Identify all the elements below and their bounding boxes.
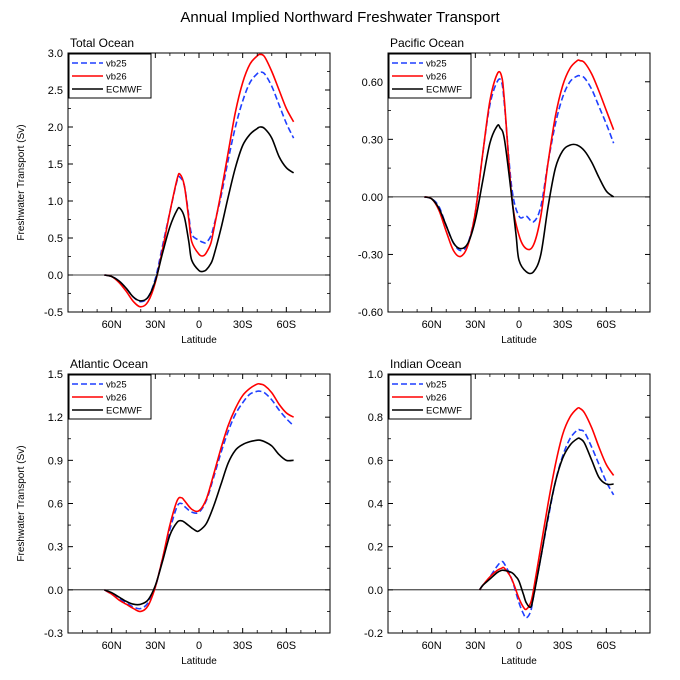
legend-label-ecmwf: ECMWF xyxy=(106,406,142,417)
series-line-vb25 xyxy=(424,74,615,252)
x-tick-label: 60N xyxy=(422,319,442,331)
legend-label-vb25: vb25 xyxy=(426,59,447,70)
x-tick-label: 30S xyxy=(553,640,573,652)
legend-label-vb26: vb26 xyxy=(426,393,447,404)
y-tick-label: 0.5 xyxy=(48,233,63,245)
series-line-ecmwf xyxy=(479,437,614,609)
x-tick-label: 0 xyxy=(516,640,522,652)
x-axis-label: Latitude xyxy=(181,335,217,346)
y-tick-label: 1.5 xyxy=(48,159,63,171)
x-tick-label: 60N xyxy=(102,640,122,652)
y-tick-label: 1.0 xyxy=(48,196,63,208)
panel-title: Pacific Ocean xyxy=(390,36,464,50)
legend: vb25 vb26 ECMWF xyxy=(388,53,472,99)
x-tick-label: 60S xyxy=(277,319,297,331)
panel-title: Total Ocean xyxy=(70,36,134,50)
x-tick-label: 30N xyxy=(145,640,165,652)
x-tick-label: 30S xyxy=(553,319,573,331)
x-tick-label: 60N xyxy=(422,640,442,652)
legend: vb25 vb26 ECMWF xyxy=(388,374,472,420)
x-axis-label: Latitude xyxy=(181,656,217,667)
x-tick-label: 30S xyxy=(233,319,253,331)
legend-label-vb26: vb26 xyxy=(106,72,127,83)
y-tick-label: 2.0 xyxy=(48,122,63,134)
x-axis-label: Latitude xyxy=(501,656,537,667)
y-axis-label: Freshwater Transport (Sv) xyxy=(16,445,27,561)
series-line-ecmwf xyxy=(104,126,295,302)
y-tick-label: 1.0 xyxy=(368,369,383,381)
panel-title: Indian Ocean xyxy=(390,357,461,371)
y-tick-label: 0.0 xyxy=(368,585,383,597)
x-tick-label: 30S xyxy=(233,640,253,652)
y-tick-label: -0.5 xyxy=(44,307,63,319)
y-tick-label: 0.8 xyxy=(368,412,383,424)
y-tick-label: 0.6 xyxy=(48,499,63,511)
figure-title: Annual Implied Northward Freshwater Tran… xyxy=(180,9,500,26)
x-tick-label: 60N xyxy=(102,319,122,331)
x-tick-label: 0 xyxy=(196,319,202,331)
legend-label-vb25: vb25 xyxy=(106,59,127,70)
legend-label-vb25: vb25 xyxy=(106,380,127,391)
y-tick-label: 1.2 xyxy=(48,412,63,424)
y-tick-label: 0.30 xyxy=(362,134,383,146)
x-tick-label: 60S xyxy=(597,640,617,652)
y-tick-label: 2.5 xyxy=(48,85,63,97)
y-tick-label: 0.0 xyxy=(48,585,63,597)
y-axis-label: Freshwater Transport (Sv) xyxy=(16,124,27,240)
panel-title: Atlantic Ocean xyxy=(70,357,148,371)
y-tick-label: -0.30 xyxy=(358,249,383,261)
y-tick-label: 0.3 xyxy=(48,542,63,554)
x-tick-label: 60S xyxy=(277,640,297,652)
legend: vb25 vb26 ECMWF xyxy=(68,374,152,420)
y-tick-label: 3.0 xyxy=(48,48,63,60)
chart-panel-3: 60N 30N 0 30S 60S -0.3 0.0 0.3 0.6 0.9 1.2 1.5 Atlan… xyxy=(16,357,331,667)
legend-label-vb26: vb26 xyxy=(426,72,447,83)
x-tick-label: 0 xyxy=(196,640,202,652)
y-tick-label: 0.0 xyxy=(48,270,63,282)
chart-panel-2: 60N 30N 0 30S 60S -0.60 -0.30 0.00 0.30 0.60 Pacif… xyxy=(358,36,651,346)
y-tick-label: 1.5 xyxy=(48,369,63,381)
legend-label-ecmwf: ECMWF xyxy=(106,85,142,96)
y-tick-label: -0.2 xyxy=(364,628,383,640)
series-line-vb25 xyxy=(103,390,295,610)
legend-label-ecmwf: ECMWF xyxy=(426,406,462,417)
chart-panel-1: 60N 30N 0 30S 60S -0.5 0.0 0.5 1.0 1.5 2.0 2.5 3.0 To… xyxy=(16,36,331,346)
y-tick-label: 0.2 xyxy=(368,542,383,554)
x-tick-label: 0 xyxy=(516,319,522,331)
series-line-vb26 xyxy=(103,382,295,613)
x-tick-label: 60S xyxy=(597,319,617,331)
y-tick-label: 0.4 xyxy=(368,499,383,511)
y-tick-label: 0.00 xyxy=(362,192,383,204)
legend: vb25 vb26 ECMWF xyxy=(68,53,152,99)
series-line-ecmwf xyxy=(104,439,294,606)
x-tick-label: 30N xyxy=(465,640,485,652)
y-tick-label: 0.9 xyxy=(48,455,63,467)
series-line-ecmwf xyxy=(424,123,615,275)
series-line-vb26 xyxy=(104,53,295,308)
series-line-vb26 xyxy=(424,59,615,258)
x-tick-label: 30N xyxy=(145,319,165,331)
chart-panel-4: 60N 30N 0 30S 60S -0.2 0.0 0.2 0.4 0.6 0.8 1.0 India… xyxy=(364,357,651,667)
y-tick-label: -0.60 xyxy=(358,307,383,319)
series-line-vb26 xyxy=(479,406,615,611)
legend-label-vb25: vb25 xyxy=(426,380,447,391)
x-axis-label: Latitude xyxy=(501,335,537,346)
y-tick-label: 0.60 xyxy=(362,77,383,89)
legend-label-ecmwf: ECMWF xyxy=(426,85,462,96)
series-line-vb25 xyxy=(104,71,295,303)
legend-label-vb26: vb26 xyxy=(106,393,127,404)
x-tick-label: 30N xyxy=(465,319,485,331)
y-tick-label: -0.3 xyxy=(44,628,63,640)
y-tick-label: 0.6 xyxy=(368,455,383,467)
